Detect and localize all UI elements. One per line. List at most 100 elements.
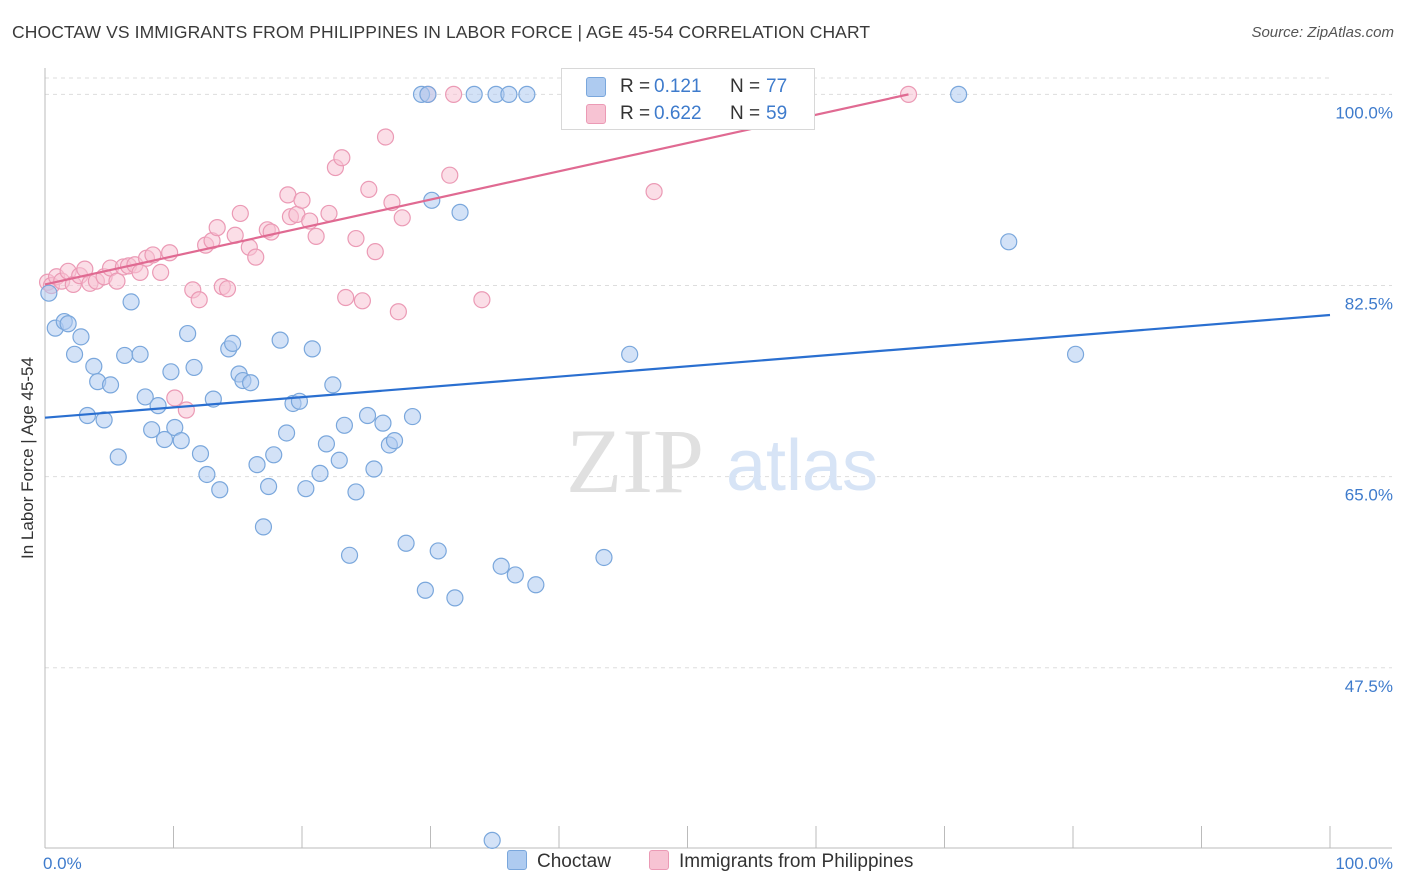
watermark: ZIP atlas xyxy=(566,410,878,512)
legend-swatch-pink xyxy=(649,850,669,870)
data-point xyxy=(248,456,266,474)
data-point xyxy=(166,389,184,407)
data-point xyxy=(208,219,226,237)
legend-n-label: N = xyxy=(730,76,761,97)
data-point xyxy=(191,445,210,463)
data-point xyxy=(72,328,90,346)
data-point xyxy=(155,430,174,449)
data-point xyxy=(242,374,260,392)
data-point xyxy=(1000,233,1018,251)
data-point xyxy=(330,451,348,469)
data-point xyxy=(85,357,103,375)
data-point xyxy=(347,229,365,248)
data-point xyxy=(389,303,407,321)
data-point xyxy=(271,331,289,349)
data-point xyxy=(374,414,392,432)
legend-label-philippines: Immigrants from Philippines xyxy=(679,851,914,872)
data-point xyxy=(218,280,237,298)
data-point xyxy=(277,424,296,442)
data-point xyxy=(353,292,371,310)
data-point xyxy=(265,446,283,464)
data-point xyxy=(185,358,203,377)
data-point xyxy=(311,464,329,482)
data-point xyxy=(473,291,491,309)
data-point xyxy=(337,288,355,307)
data-point xyxy=(333,149,351,167)
data-point xyxy=(645,182,663,201)
data-point xyxy=(500,85,518,103)
data-point xyxy=(385,432,404,450)
watermark-atlas: atlas xyxy=(726,426,878,506)
trend-line-choctaw xyxy=(44,313,1331,419)
axes xyxy=(44,68,1392,849)
data-point xyxy=(259,477,278,496)
y-tick-label: 100.0% xyxy=(1335,103,1393,122)
data-point xyxy=(518,85,536,103)
data-point xyxy=(254,518,273,536)
data-point xyxy=(451,203,469,221)
data-point xyxy=(393,209,411,227)
data-point xyxy=(136,388,154,406)
y-axis-label: In Labor Force | Age 45-54 xyxy=(18,357,37,559)
chart-title: CHOCTAW VS IMMIGRANTS FROM PHILIPPINES I… xyxy=(12,22,871,42)
data-point xyxy=(376,128,395,146)
data-point xyxy=(190,291,208,309)
data-point xyxy=(179,324,197,343)
legend-row-philippines: R = 0.622 N = 59 xyxy=(562,100,814,128)
data-point xyxy=(950,85,968,103)
x-tick-label-max: 100.0% xyxy=(1335,854,1393,873)
legend-swatch-pink xyxy=(586,104,606,124)
data-point xyxy=(621,345,639,363)
data-point xyxy=(131,345,149,363)
legend-r-value: 0.622 xyxy=(654,103,702,124)
y-tick-label: 82.5% xyxy=(1345,295,1393,314)
legend-item-philippines: Immigrants from Philippines xyxy=(649,850,913,873)
data-point xyxy=(441,166,459,184)
legend-swatch-blue xyxy=(586,77,606,97)
legend-r-label: R = xyxy=(620,76,651,97)
watermark-zip: ZIP xyxy=(566,410,704,512)
data-point xyxy=(340,546,359,564)
data-point xyxy=(320,204,338,223)
data-point xyxy=(59,315,77,333)
data-point xyxy=(143,421,161,439)
data-point xyxy=(247,248,265,266)
data-point xyxy=(527,576,545,594)
data-point xyxy=(492,557,510,575)
y-tick-label: 47.5% xyxy=(1345,677,1393,696)
legend-r-label: R = xyxy=(620,103,651,124)
data-point xyxy=(317,435,336,453)
data-point xyxy=(293,191,311,209)
data-point xyxy=(116,346,134,365)
data-point xyxy=(211,481,229,499)
legend-item-choctaw: Choctaw xyxy=(507,850,611,873)
data-point xyxy=(40,284,58,302)
data-point xyxy=(65,345,84,363)
data-point xyxy=(365,460,383,478)
data-point xyxy=(149,397,167,415)
source-label: Source: ZipAtlas.com xyxy=(1251,24,1394,41)
data-point xyxy=(506,566,524,584)
data-point xyxy=(483,831,501,849)
legend-r-value: 0.121 xyxy=(654,76,702,97)
data-point xyxy=(122,293,140,311)
data-point xyxy=(445,85,463,103)
data-point xyxy=(446,589,464,607)
data-point xyxy=(324,376,342,394)
legend-swatch-blue xyxy=(507,850,527,870)
data-point xyxy=(172,432,190,450)
legend-n-value: 77 xyxy=(766,76,788,97)
legend-n-value: 59 xyxy=(766,103,788,124)
series-choctaw xyxy=(40,85,1085,849)
legend-n-label: N = xyxy=(730,103,761,124)
data-point xyxy=(198,465,216,484)
data-point xyxy=(347,483,365,501)
data-point xyxy=(297,480,315,498)
data-point xyxy=(162,363,180,381)
data-point xyxy=(465,85,483,103)
data-point xyxy=(262,223,280,241)
data-point xyxy=(1066,345,1085,363)
data-point xyxy=(131,263,149,282)
data-point xyxy=(224,334,242,353)
